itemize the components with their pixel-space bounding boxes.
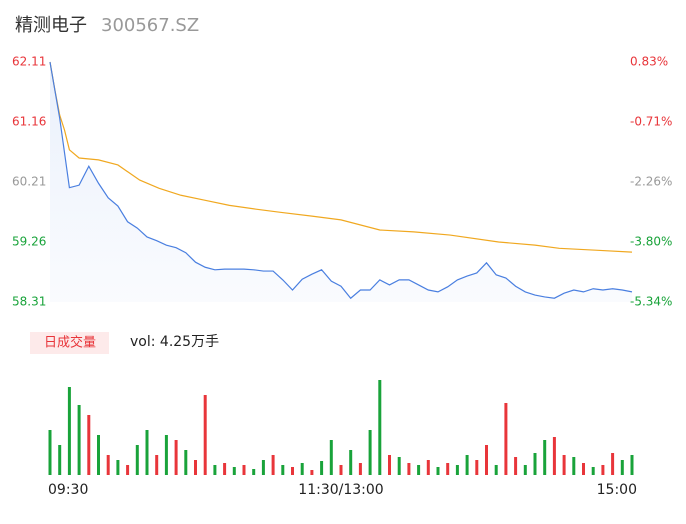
y-tick-label: 62.11 (12, 55, 46, 69)
volume-bar (407, 463, 411, 475)
volume-bar (87, 415, 91, 475)
volume-bar (261, 460, 265, 475)
volume-bar (426, 460, 430, 475)
y2-tick-label: -2.26% (630, 175, 672, 189)
stock-code: 300567.SZ (101, 15, 199, 36)
price-area (50, 62, 632, 302)
volume-bar (203, 395, 207, 475)
y-tick-label: 58.31 (12, 295, 46, 309)
volume-bar (291, 467, 294, 475)
price-line (49, 61, 633, 300)
volume-bar (223, 463, 227, 475)
volume-bar (446, 463, 450, 475)
volume-bar (135, 445, 139, 475)
volume-bar (116, 460, 120, 475)
volume-bar (494, 465, 498, 475)
volume-bar (455, 465, 459, 475)
volume-bar (145, 430, 149, 475)
volume-bar (523, 465, 527, 475)
volume-bar (349, 450, 353, 475)
x-tick-label: 09:30 (48, 482, 88, 498)
volume-bar (126, 465, 130, 475)
volume-bar (281, 465, 285, 475)
y2-tick-label: 0.83% (630, 55, 668, 69)
volume-total: vol: 4.25万手 (130, 334, 219, 350)
volume-bar (475, 460, 479, 475)
volume-bar (533, 453, 537, 475)
volume-bar (620, 460, 624, 475)
volume-bar (436, 467, 440, 475)
volume-bar (242, 465, 246, 475)
volume-bar (174, 440, 178, 475)
volume-bar (97, 435, 100, 475)
volume-bar (310, 470, 314, 475)
y-tick-label: 59.26 (12, 235, 46, 249)
volume-bar (155, 455, 159, 475)
volume-bar (378, 380, 382, 475)
volume-bar (320, 461, 324, 475)
volume-bar (397, 457, 401, 475)
volume-bar (552, 437, 556, 475)
x-tick-label: 11:30/13:00 (298, 482, 383, 498)
volume-bar (194, 460, 197, 475)
volume-bar (572, 457, 576, 475)
volume-bar (543, 440, 547, 475)
volume-bar (465, 455, 469, 475)
y-tick-label: 61.16 (12, 115, 46, 129)
volume-tag (30, 332, 109, 354)
y2-tick-label: -5.34% (630, 295, 672, 309)
volume-bar (417, 465, 421, 475)
volume-bar (67, 387, 71, 475)
volume-bar (339, 465, 343, 475)
volume-bar (58, 445, 62, 475)
volume-bar (504, 403, 508, 475)
volume-bar (485, 445, 488, 475)
volume-bar (252, 469, 256, 475)
x-tick-label: 15:00 (597, 482, 637, 498)
volume-bar (164, 435, 168, 475)
stock-name: 精测电子 (15, 15, 87, 36)
volume-bar (77, 405, 81, 475)
volume-bar (358, 463, 362, 475)
volume-bar (368, 430, 372, 475)
volume-title: 日成交量 (44, 335, 96, 351)
volume-bar (388, 455, 391, 475)
volume-bar (611, 453, 615, 475)
volume-bar (329, 440, 333, 475)
volume-bar (582, 463, 585, 475)
volume-bar (213, 465, 217, 475)
volume-bar (300, 463, 304, 475)
volume-bar (514, 457, 518, 475)
volume-bar (106, 455, 110, 475)
volume-bar (591, 467, 595, 475)
average-line (49, 61, 633, 253)
volume-bar (48, 430, 52, 475)
y2-tick-label: -0.71% (630, 114, 672, 128)
volume-bar (271, 455, 275, 475)
volume-bar (562, 455, 566, 475)
volume-bar (184, 450, 188, 475)
volume-bar (232, 467, 236, 475)
volume-bar (601, 465, 605, 475)
y2-tick-label: -3.80% (630, 235, 672, 249)
y-tick-label: 60.21 (12, 175, 46, 189)
volume-bar (630, 455, 634, 475)
